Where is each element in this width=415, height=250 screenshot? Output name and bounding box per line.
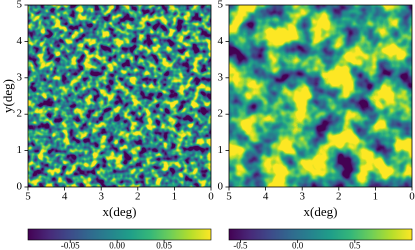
y-tick-label: 0 (218, 181, 224, 193)
y-tick-label: 2 (17, 108, 23, 120)
y-tick-label: 2 (218, 108, 224, 120)
x-tick-label: 0 (409, 191, 415, 203)
y-tick-label: 1 (218, 144, 224, 156)
heatmap-texture (229, 5, 412, 187)
colorbar-tick-label: -0.5 (233, 241, 248, 250)
colorbar-tick-label: 0.05 (156, 241, 172, 250)
x-tick-label: 1 (172, 191, 178, 203)
x-axis-label: x(deg) (103, 204, 137, 219)
x-tick-label: 1 (373, 191, 379, 203)
y-tick-label: 4 (218, 35, 224, 47)
heatmap-texture (28, 5, 211, 187)
y-tick-label: 3 (218, 71, 224, 83)
x-tick-label: 0 (208, 191, 214, 203)
y-tick-label: 1 (17, 144, 23, 156)
x-tick-label: 2 (135, 191, 141, 203)
y-tick-label: 5 (218, 0, 224, 11)
colorbar-tick-label: 0.5 (349, 241, 361, 250)
colorbar-tick-label: -0.05 (61, 241, 80, 250)
x-tick-label: 4 (62, 191, 68, 203)
colorbar-tick-label: 0.0 (292, 241, 304, 250)
colorbar (27, 228, 212, 241)
y-tick-label: 3 (17, 71, 23, 83)
plot-frame (228, 4, 413, 188)
x-tick-label: 5 (25, 191, 31, 203)
y-tick-label: 5 (17, 0, 23, 11)
x-tick-label: 2 (336, 191, 342, 203)
x-tick-label: 5 (226, 191, 232, 203)
plot-frame (27, 4, 212, 188)
x-tick-label: 3 (98, 191, 104, 203)
y-tick-label: 0 (17, 181, 23, 193)
y-axis-label: y(deg) (0, 79, 15, 113)
x-tick-label: 4 (263, 191, 269, 203)
x-axis-label: x(deg) (304, 204, 338, 219)
colorbar-tick-label: 0.00 (109, 241, 125, 250)
colorbar (228, 228, 413, 241)
x-tick-label: 3 (299, 191, 305, 203)
y-tick-label: 4 (17, 35, 23, 47)
